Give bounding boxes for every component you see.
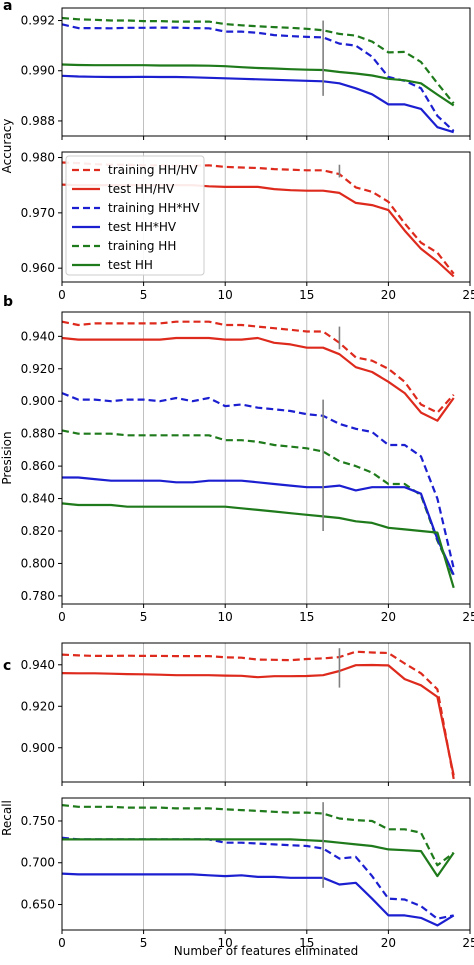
y-tick-label: 0.940	[21, 329, 55, 343]
series-line	[62, 838, 455, 878]
y-tick-label: 0.990	[21, 64, 55, 78]
y-tick-label: 0.960	[21, 261, 55, 275]
panel-label-b: b	[3, 294, 13, 310]
legend-label: training HH*HV	[108, 201, 200, 215]
y-tick-label: 0.900	[21, 394, 55, 408]
series-line	[61, 63, 455, 107]
legend-label: training HH	[108, 239, 176, 253]
y-axis-label: Recall	[0, 800, 14, 836]
x-tick-label: 0	[58, 288, 66, 302]
series-line	[61, 663, 455, 776]
x-tick-label: 25	[462, 288, 474, 302]
y-tick-label: 0.970	[21, 206, 55, 220]
x-tick-label: 25	[462, 936, 474, 950]
y-axis-label: Accuracy	[0, 119, 14, 174]
y-tick-label: 0.988	[21, 114, 55, 128]
x-tick-label: 5	[140, 610, 148, 624]
chart-panel-c-bottom: 0.650 0.700 0.750 0 5 10 15 20 25 Recall Number of…	[0, 797, 474, 958]
series-line	[61, 429, 455, 577]
x-tick-label: 20	[381, 936, 396, 950]
series-line	[61, 16, 455, 105]
y-tick-label: 0.860	[21, 459, 55, 473]
series-line	[61, 23, 455, 132]
chart-panel-c-top: 0.900 0.920 0.940	[21, 642, 471, 786]
y-tick-label: 0.800	[21, 556, 55, 570]
x-tick-label: 0	[58, 936, 66, 950]
x-tick-label: 10	[218, 610, 233, 624]
x-tick-label: 15	[299, 936, 314, 950]
series-line	[61, 502, 455, 589]
y-tick-label: 0.920	[21, 362, 55, 376]
series-line	[61, 336, 455, 422]
y-tick-label: 0.940	[21, 658, 55, 672]
y-tick-label: 0.992	[21, 14, 55, 28]
legend-label: test HH*HV	[108, 220, 177, 234]
legend: training HH/HV test HH/HV training HH*HV te…	[65, 155, 205, 276]
x-tick-label: 0	[58, 610, 66, 624]
series-line	[61, 804, 455, 867]
x-axis-label: Number of features eliminated	[174, 944, 359, 958]
y-tick-label: 0.700	[21, 856, 55, 870]
legend-label: training HH/HV	[108, 163, 198, 177]
y-tick-label: 0.750	[21, 814, 55, 828]
x-tick-label: 10	[218, 936, 233, 950]
panel-label-c: c	[3, 658, 11, 674]
x-tick-label: 5	[140, 288, 148, 302]
y-axis-label: Presision	[0, 431, 14, 484]
series-line	[61, 320, 455, 414]
series-line	[61, 392, 455, 569]
axes-frame	[61, 642, 471, 783]
series-line	[61, 74, 455, 134]
legend-label: test HH	[108, 258, 153, 272]
axes-frame	[61, 7, 471, 137]
y-tick-label: 0.980	[21, 151, 55, 165]
series-line	[62, 476, 455, 576]
y-tick-label: 0.900	[21, 741, 55, 755]
y-tick-label: 0.820	[21, 524, 55, 538]
axes-frame	[61, 151, 471, 283]
y-tick-label: 0.880	[21, 427, 55, 441]
y-tick-label: 0.650	[21, 898, 55, 912]
chart-panel-a-top: 0.988 0.990 0.992 Accuracy	[0, 7, 471, 174]
axes-frame	[61, 797, 471, 931]
legend-label: test HH/HV	[108, 182, 175, 196]
chart-panel-b: 0.780 0.800 0.820 0.840 0.860 0.880 0.900 0.920…	[0, 311, 474, 624]
x-tick-label: 25	[462, 610, 474, 624]
panel-label-a: a	[3, 0, 12, 14]
series-line	[61, 161, 455, 275]
x-tick-label: 5	[140, 936, 148, 950]
x-tick-label: 20	[381, 288, 396, 302]
y-tick-label: 0.780	[21, 589, 55, 603]
axes-frame	[61, 311, 471, 605]
x-tick-label: 10	[218, 288, 233, 302]
y-tick-label: 0.920	[21, 699, 55, 713]
series-line	[61, 872, 455, 927]
x-tick-label: 15	[299, 288, 314, 302]
legend-box	[65, 155, 205, 276]
x-tick-label: 15	[299, 610, 314, 624]
x-tick-label: 20	[381, 610, 396, 624]
y-tick-label: 0.840	[21, 492, 55, 506]
